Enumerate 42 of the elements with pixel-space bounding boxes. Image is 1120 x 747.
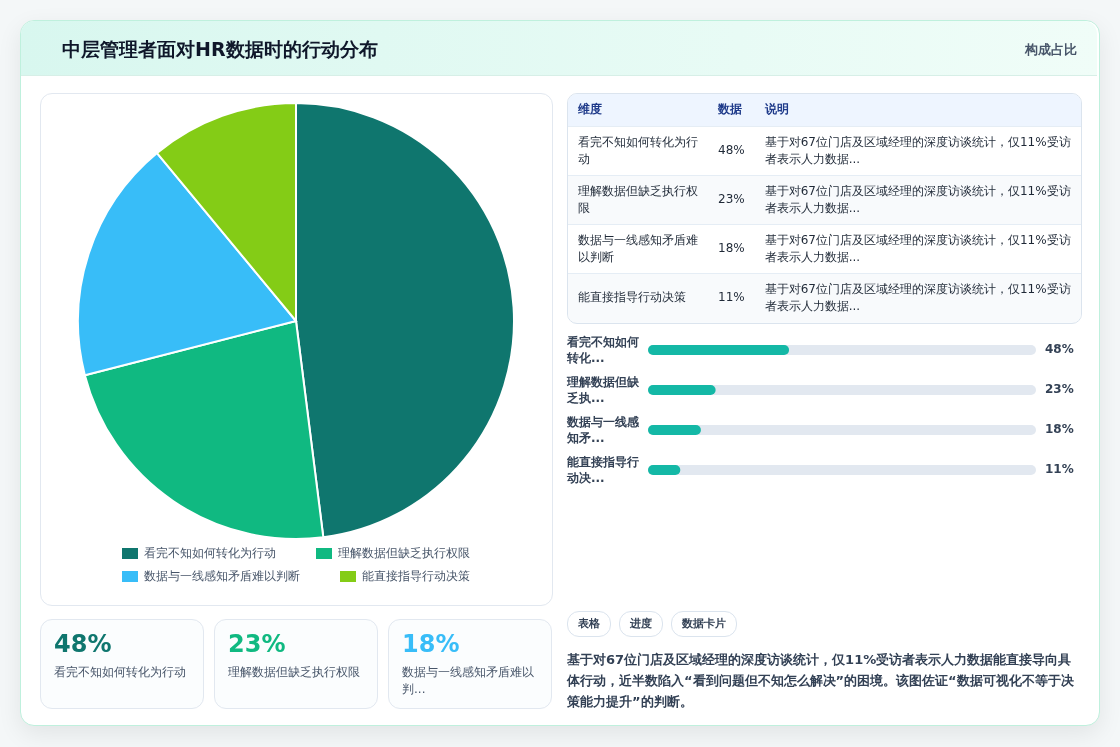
y-tick-label: 理解数据但缺乏执... <box>567 374 640 406</box>
data-label: 23% <box>1045 382 1074 396</box>
text: 看完不知如何转化为行动 <box>54 664 187 681</box>
y-tick-label: 看完不知如何转化... <box>567 334 640 366</box>
text: 数据与一线感知矛盾难以判断 <box>568 224 708 273</box>
text: 中层管理者面对HR数据时的行动分布 <box>62 37 378 62</box>
data-label: 11% <box>1045 462 1074 476</box>
text: 理解数据但缺乏执行权限 <box>228 664 361 681</box>
bar <box>648 385 716 395</box>
text: 数据卡片 <box>671 611 737 637</box>
legend-label: 数据与一线感知矛盾难以判断 <box>144 568 300 585</box>
text: 数据 <box>717 101 743 119</box>
y-tick-label: 能直接指导行动决... <box>567 454 640 486</box>
text: 基于对67位门店及区域经理的深度访谈统计，仅11%受访者表示人力数据... <box>754 273 1081 322</box>
text: 数据与一线感知矛盾难以判... <box>402 664 535 698</box>
legend-label: 能直接指导行动决策 <box>362 568 470 585</box>
text: 构成占比 <box>1025 41 1077 59</box>
text: 18% <box>402 630 460 658</box>
data-label: 18% <box>1045 422 1074 436</box>
text: 进度 <box>619 611 663 637</box>
text: 维度 <box>577 101 603 119</box>
text: 看完不知如何转化为行动 <box>568 126 708 175</box>
text: 能直接指导行动决策 <box>568 273 708 322</box>
legend-label: 看完不知如何转化为行动 <box>144 545 276 562</box>
data-label: 48% <box>1045 342 1074 356</box>
text: 基于对67位门店及区域经理的深度访谈统计，仅11%受访者表示人力数据能直接导向具体行动，近半数陷入“看到问题但不知怎么解决”的困境。该图佐证“数据可视化不等于决策能力提升”的判断。 <box>567 651 1075 711</box>
text: 理解数据但缺乏执行权限 <box>568 175 708 224</box>
text: 表格 <box>567 611 611 637</box>
text: 基于对67位门店及区域经理的深度访谈统计，仅11%受访者表示人力数据... <box>754 175 1081 224</box>
text: 基于对67位门店及区域经理的深度访谈统计，仅11%受访者表示人力数据... <box>754 224 1081 273</box>
text: 11% <box>708 273 755 322</box>
text: 18% <box>708 224 755 273</box>
bar <box>648 425 701 435</box>
text: 23% <box>708 175 755 224</box>
text: 23% <box>228 630 286 658</box>
text: 48% <box>54 630 112 658</box>
text: 基于对67位门店及区域经理的深度访谈统计，仅11%受访者表示人力数据... <box>754 126 1081 175</box>
legend-label: 理解数据但缺乏执行权限 <box>338 545 470 562</box>
bar <box>648 465 681 475</box>
text: 说明 <box>763 101 790 119</box>
text: 48% <box>708 126 755 175</box>
y-tick-label: 数据与一线感知矛... <box>567 414 640 446</box>
